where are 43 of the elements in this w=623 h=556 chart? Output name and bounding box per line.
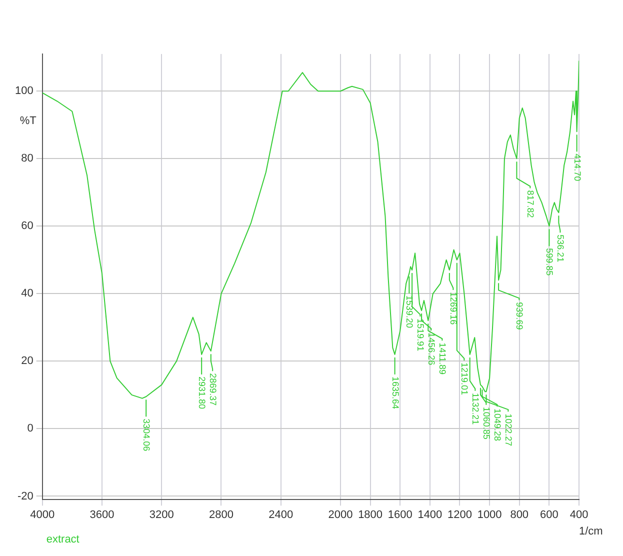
x-tick-label: 1200 xyxy=(448,509,472,522)
annotation: 1539.20 xyxy=(404,295,415,328)
annotation: 1022.27 xyxy=(504,414,514,446)
annotation: 2931.80 xyxy=(197,376,208,409)
y-axis-title: %T xyxy=(20,115,37,128)
annotation: 1519.91 xyxy=(416,318,426,352)
annotation: 3304.06 xyxy=(142,418,152,452)
x-tick-label: 800 xyxy=(510,509,529,522)
x-tick-label: 2000 xyxy=(328,509,353,522)
y-tick-label: 80 xyxy=(21,152,34,165)
y-tick-label: 60 xyxy=(21,220,34,232)
x-tick-label: 400 xyxy=(570,509,588,522)
annotation: 939.69 xyxy=(514,302,525,330)
annotation: 1456.26 xyxy=(426,332,437,366)
annotation: 1132.21 xyxy=(470,392,481,425)
text: extract xyxy=(46,534,80,546)
annotation: 817.82 xyxy=(526,190,536,218)
x-tick-label: 1600 xyxy=(388,509,412,522)
x-axis-title: 1/cm xyxy=(579,525,603,538)
annotation: 1049.28 xyxy=(492,408,503,442)
x-tick-label: 600 xyxy=(540,509,558,522)
x-tick-label: 1000 xyxy=(477,509,502,522)
annotation: 1411.89 xyxy=(438,342,448,375)
annotation: 599.85 xyxy=(544,248,555,276)
y-tick-label: 0 xyxy=(27,422,34,435)
y-tick-label: 40 xyxy=(21,288,34,300)
x-tick-label: 4000 xyxy=(30,509,55,522)
y-tick-label: 100 xyxy=(14,85,34,98)
x-tick-label: 2400 xyxy=(268,509,294,522)
y-tick-label: -20 xyxy=(17,490,34,502)
x-tick-label: 1400 xyxy=(418,509,442,522)
x-tick-label: 3200 xyxy=(149,509,174,522)
annotation: 2869.37 xyxy=(208,373,218,406)
annotation: 1635.64 xyxy=(390,376,400,409)
y-tick-label: 20 xyxy=(21,355,34,368)
annotation: 1269.16 xyxy=(448,292,459,325)
annotation: 536.21 xyxy=(556,234,566,262)
x-tick-label: 2800 xyxy=(208,509,234,522)
x-tick-label: 3600 xyxy=(90,509,114,522)
annotation: 1219.01 xyxy=(460,362,470,395)
x-tick-label: 1800 xyxy=(358,509,383,522)
annotation: 1060.85 xyxy=(482,406,492,440)
annotation: 414.70 xyxy=(572,154,582,182)
